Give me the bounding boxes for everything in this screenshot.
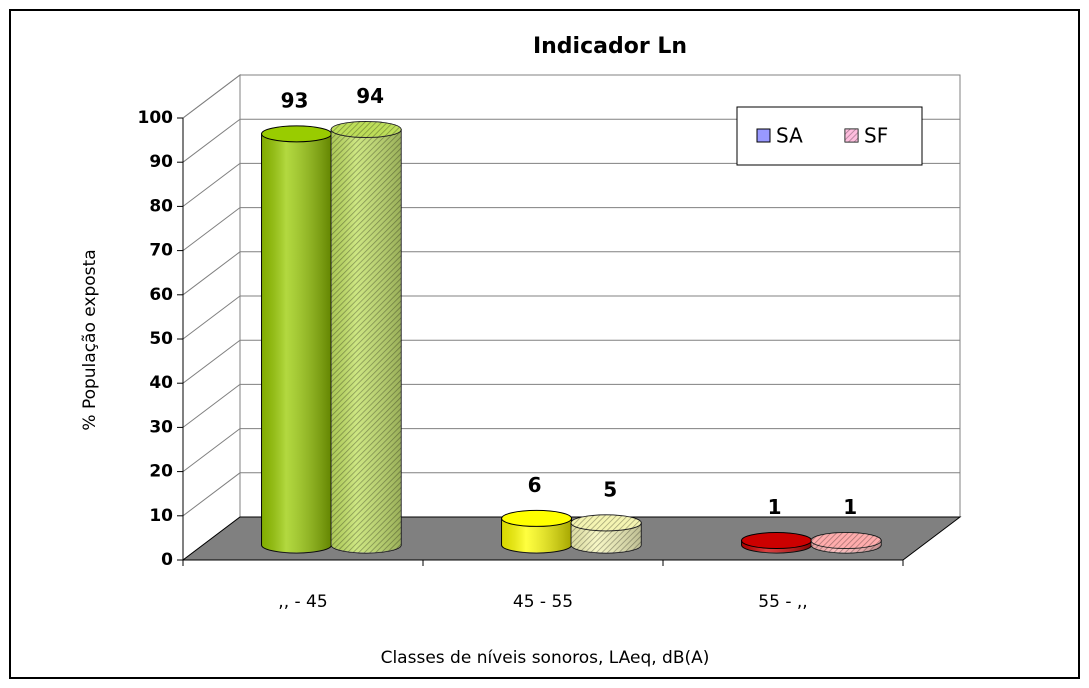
y-tick-label: 20 xyxy=(149,462,173,482)
y-tick-label: 50 xyxy=(149,329,173,349)
legend-label: SF xyxy=(864,124,888,148)
legend-label: SA xyxy=(776,124,803,148)
bar-top xyxy=(741,532,813,550)
chart-title: Indicador Ln xyxy=(533,34,687,59)
y-tick-label: 60 xyxy=(149,285,173,305)
x-tick-label: ,, - 45 xyxy=(278,592,327,612)
y-tick-label: 90 xyxy=(149,152,173,172)
y-tick-label: 70 xyxy=(149,241,173,261)
legend: SA SF xyxy=(736,106,923,166)
bar xyxy=(501,509,573,554)
y-tick-label: 40 xyxy=(149,373,173,393)
x-axis-label: Classes de níveis sonoros, LAeq, dB(A) xyxy=(381,648,710,668)
bar-top xyxy=(501,509,573,527)
y-tick-label: 0 xyxy=(161,550,173,570)
grid-line xyxy=(182,118,960,163)
value-label: 5 xyxy=(603,477,617,501)
grid-line xyxy=(182,428,960,472)
y-tick-label: 10 xyxy=(149,506,173,526)
value-label: 1 xyxy=(768,495,782,519)
x-tick-label: 45 - 55 xyxy=(513,592,573,612)
bar-hatch xyxy=(571,522,642,553)
bar-top-hatch xyxy=(811,532,882,549)
grid-line xyxy=(182,383,960,428)
grid-line xyxy=(182,74,960,119)
y-tick-label: 30 xyxy=(149,417,173,437)
grid-line xyxy=(182,339,960,384)
bar-shade xyxy=(261,133,332,553)
value-label: 1 xyxy=(843,495,857,519)
bar xyxy=(741,532,813,554)
legend-swatch-hatch xyxy=(845,129,858,142)
bar-top xyxy=(261,125,333,143)
x-tick-label: 55 - ,, xyxy=(758,592,807,612)
grid-line xyxy=(182,162,960,207)
bar-top-hatch xyxy=(571,514,642,531)
grid-line xyxy=(182,207,960,251)
bar xyxy=(261,125,333,554)
y-tick-label: 80 xyxy=(149,196,173,216)
grid-line xyxy=(182,295,960,340)
value-label: 94 xyxy=(356,84,384,108)
value-label: 93 xyxy=(281,88,309,112)
bar-hatch xyxy=(331,129,402,553)
bar xyxy=(330,120,402,554)
grid-line xyxy=(182,251,960,296)
y-axis-label: % População exposta xyxy=(80,249,100,430)
y-tick-label: 100 xyxy=(138,108,174,128)
bar-top-hatch xyxy=(331,121,402,138)
legend-swatch xyxy=(756,128,771,143)
bar-shade xyxy=(501,518,572,553)
grid-line xyxy=(182,472,960,517)
bar xyxy=(570,514,642,554)
bar xyxy=(810,532,882,554)
value-label: 6 xyxy=(528,473,542,497)
